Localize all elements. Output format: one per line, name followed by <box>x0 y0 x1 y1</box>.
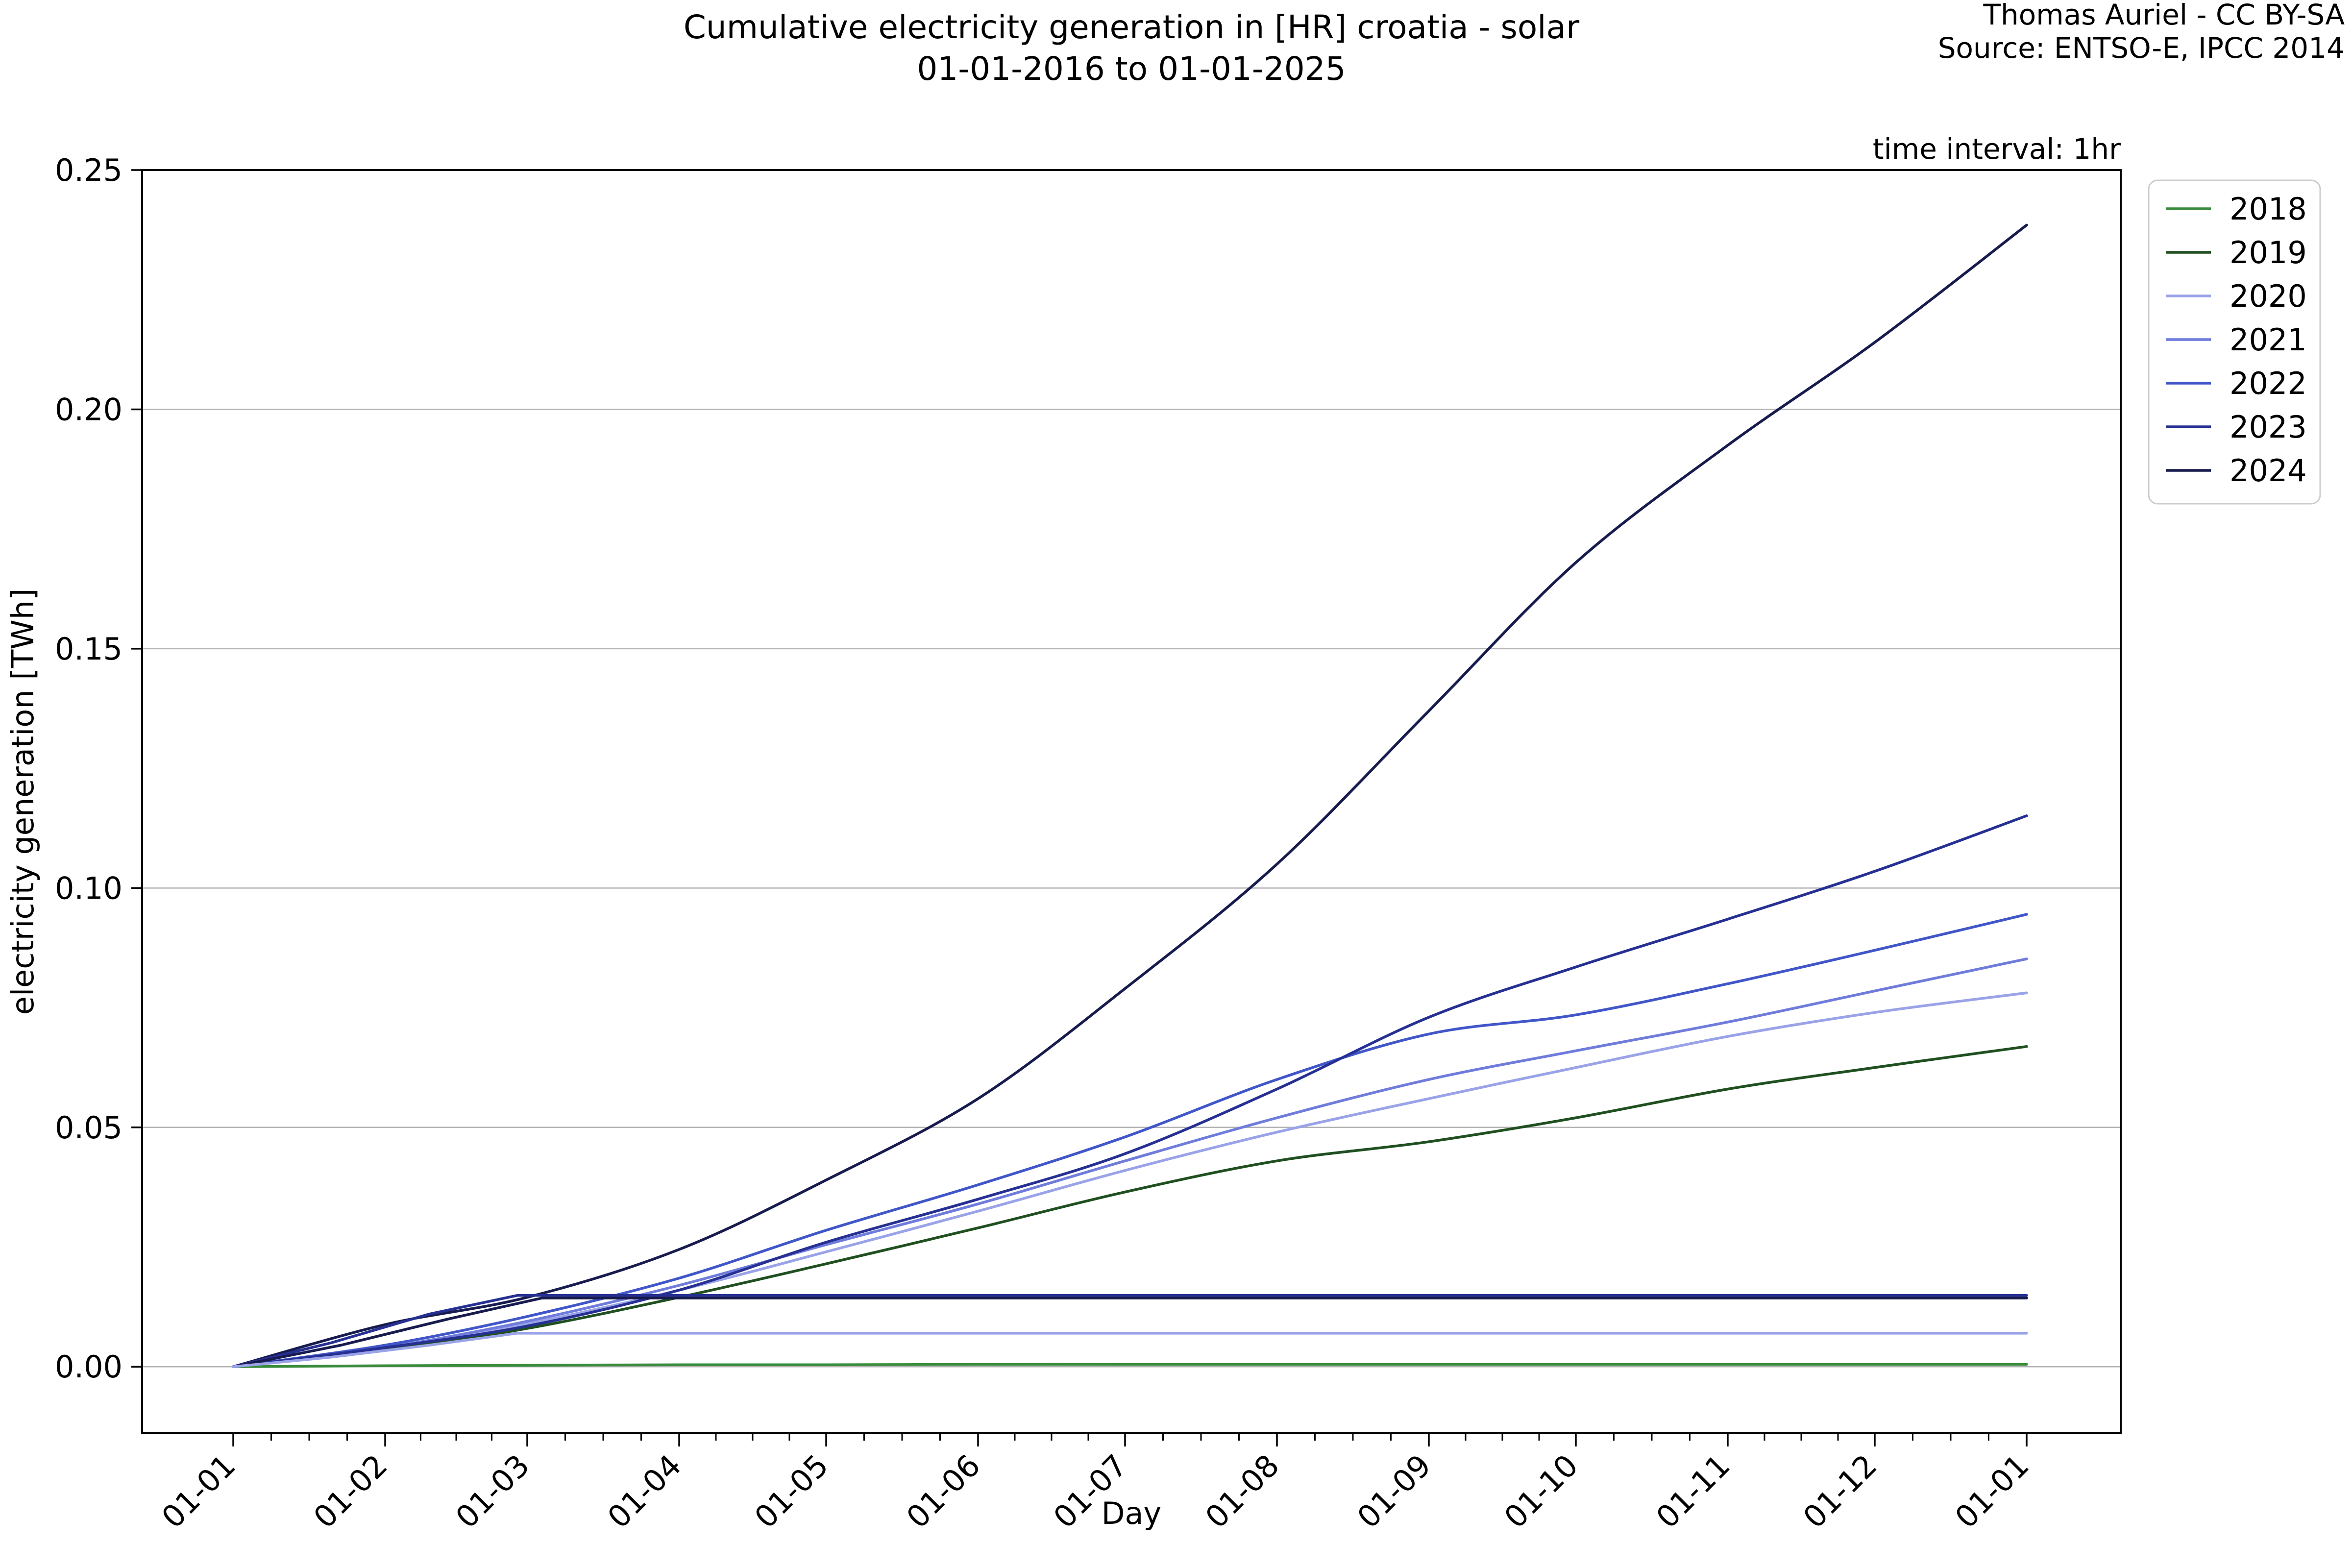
series-line-2024 <box>232 223 2028 1368</box>
y-tick-label-0.20: 0.20 <box>55 392 122 427</box>
y-tick-label-0.10: 0.10 <box>55 870 122 906</box>
plot-border <box>141 169 2122 1434</box>
y-axis-ticks <box>131 169 142 1368</box>
legend-label-2021: 2021 <box>2230 322 2307 358</box>
chart-title-line1: Cumulative electricity generation in [HR… <box>684 8 1580 46</box>
legend-label-2020: 2020 <box>2230 278 2307 314</box>
legend-label-2018: 2018 <box>2230 191 2307 227</box>
legend-label-2019: 2019 <box>2230 235 2307 270</box>
y-tick-label-0.00: 0.00 <box>55 1349 122 1385</box>
plot-spines <box>141 169 2122 1434</box>
legend-label-2022: 2022 <box>2230 366 2307 401</box>
attribution-source: Source: ENTSO-E, IPCC 2014 <box>1938 31 2345 65</box>
x-axis-ticks <box>232 1433 2028 1446</box>
series-line-partial-b <box>232 1297 2028 1368</box>
y-axis-tick-labels: 0.00 0.05 0.10 0.15 0.20 0.25 <box>55 152 122 1385</box>
attribution-author: Thomas Auriel - CC BY-SA <box>1983 0 2345 31</box>
y-tick-label-0.05: 0.05 <box>55 1110 122 1146</box>
y-axis-label: electricity generation [TWh] <box>5 588 41 1015</box>
series-line-2020 <box>232 991 2028 1368</box>
y-tick-label-0.15: 0.15 <box>55 631 122 667</box>
x-axis-label: Day <box>1102 1495 1161 1531</box>
series-lines <box>232 223 2028 1368</box>
legend-label-2023: 2023 <box>2230 409 2307 445</box>
series-line-2019 <box>232 1045 2028 1368</box>
series-line-partial-c <box>232 1332 2028 1368</box>
legend-frame <box>2148 179 2321 505</box>
y-tick-label-0.25: 0.25 <box>55 152 122 188</box>
time-interval-note: time interval: 1hr <box>1873 132 2121 166</box>
series-line-2022 <box>232 913 2028 1368</box>
series-line-2021 <box>232 957 2028 1368</box>
chart-title-line2: 01-01-2016 to 01-01-2025 <box>917 50 1346 88</box>
series-line-2018 <box>232 1363 2028 1368</box>
series-line-2023 <box>232 814 2028 1368</box>
legend-box: 2018 2019 2020 2021 2022 2023 2024 <box>2148 179 2321 505</box>
series-line-partial-a <box>232 1294 2028 1368</box>
legend-label-2024: 2024 <box>2230 453 2307 489</box>
